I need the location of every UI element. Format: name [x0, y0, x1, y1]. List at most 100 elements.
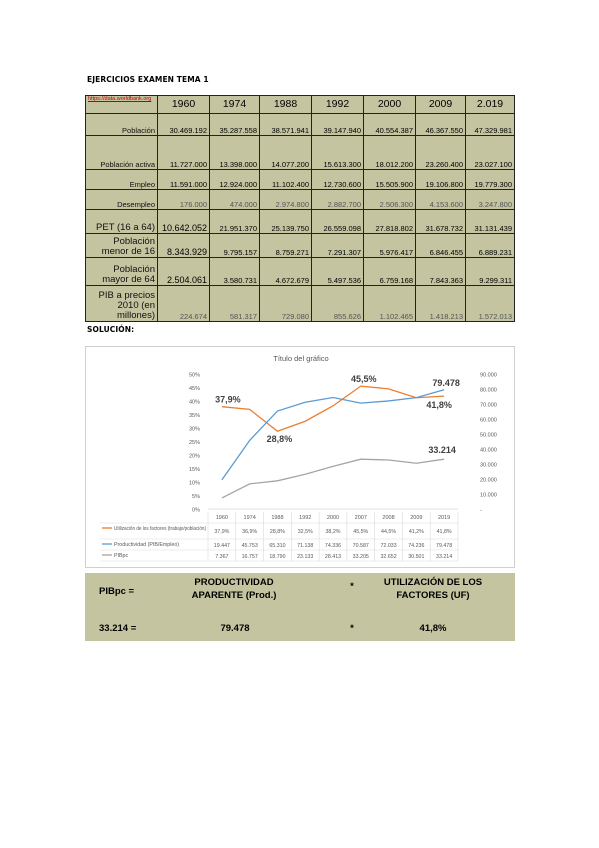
category-label: 2019 [438, 515, 450, 521]
table-cell: 35.287.558 [209, 113, 260, 136]
right-tick-label: 70.000 [480, 403, 497, 409]
formula-operator-2: * [350, 623, 354, 634]
table-value: 38,2% [325, 529, 340, 535]
year-header: 2000 [363, 95, 416, 114]
table-cell: 2.974.800 [259, 189, 312, 210]
table-cell: 19.106.800 [415, 169, 466, 190]
table-row: Población mayor de 64 2.504.061 3.580.731 4… [85, 257, 515, 286]
left-tick-label: 0% [192, 508, 200, 514]
series-line-2 [221, 458, 445, 499]
table-cell: 38.571.941 [259, 113, 312, 136]
category-label: 2007 [355, 515, 367, 521]
right-tick-label: - [480, 508, 482, 514]
formula-box: PIBpc = PRODUCTIVIDAD APARENTE (Prod.) *… [85, 573, 515, 641]
year-header: 1974 [209, 95, 260, 114]
annotation-orange-min: 28,8% [267, 434, 293, 444]
left-tick-label: 25% [189, 440, 200, 446]
table-cell: 6.759.168 [363, 257, 416, 286]
table-cell: 4.153.600 [415, 189, 466, 210]
left-tick-label: 40% [189, 400, 200, 406]
table-value: 45.753 [242, 543, 258, 549]
series-line-1 [221, 389, 445, 481]
table-cell: 4.672.679 [259, 257, 312, 286]
table-value: 37,9% [214, 529, 229, 535]
table-cell: 47.329.981 [465, 113, 515, 136]
row-label: Población activa [85, 135, 158, 170]
category-label: 2000 [327, 515, 339, 521]
line-chart: Título del gráfico 50% 45% 40% 35% 30% 25% 20% 1… [100, 354, 497, 562]
right-tick-label: 80.000 [480, 388, 497, 394]
table-cell: 21.951.370 [209, 209, 260, 234]
table-cell: 11.591.000 [157, 169, 210, 190]
table-value: 33.214 [436, 554, 452, 560]
table-cell: 5.976.417 [363, 233, 416, 258]
table-cell: 729.080 [259, 285, 312, 322]
table-row: Población 30.469.192 35.287.558 38.571.941 3… [85, 113, 515, 136]
table-cell: 10.642.052 [157, 209, 210, 234]
table-cell: 19.779.300 [465, 169, 515, 190]
table-value: 70.587 [353, 543, 369, 549]
row-label: Población [85, 113, 158, 136]
year-header: 1960 [157, 95, 210, 114]
table-cell: 5.497.536 [311, 257, 364, 286]
table-value: 72.033 [380, 543, 396, 549]
category-label: 2008 [382, 515, 394, 521]
table-cell: 26.559.098 [311, 209, 364, 234]
category-label: 1960 [216, 515, 228, 521]
table-cell: 1.102.465 [363, 285, 416, 322]
data-table: https://data.worldbank.org 1960 1974 1988 19… [85, 95, 515, 322]
annotation-orange-first: 37,9% [215, 395, 241, 405]
legend-label: Productividad (PIB/Empleo) [114, 542, 179, 548]
left-tick-label: 10% [189, 481, 200, 487]
left-tick-label: 45% [189, 386, 200, 392]
table-cell: 31.678.732 [415, 209, 466, 234]
table-value: 44,5% [381, 529, 396, 535]
table-cell: 581.317 [209, 285, 260, 322]
table-value: 41,8% [437, 529, 452, 535]
formula-term-utilization: UTILIZACIÓN DE LOS FACTORES (UF) [383, 577, 483, 601]
right-tick-label: 40.000 [480, 448, 497, 454]
table-row: Población menor de 16 8.343.929 9.795.157 8… [85, 233, 515, 258]
row-label: Población mayor de 64 [85, 257, 158, 286]
table-row: PIB a precios 2010 (en millones) 224.674 5… [85, 285, 515, 322]
table-cell: 8.759.271 [259, 233, 312, 258]
table-cell: 27.818.802 [363, 209, 416, 234]
table-value: 18.790 [269, 554, 285, 560]
left-tick-label: 20% [189, 454, 200, 460]
table-cell: 2.504.061 [157, 257, 210, 286]
right-tick-label: 90.000 [480, 373, 497, 379]
source-link[interactable]: https://data.worldbank.org [85, 95, 158, 114]
table-cell: 1.572.013 [465, 285, 515, 322]
left-tick-label: 50% [189, 373, 200, 379]
table-cell: 39.147.940 [311, 113, 364, 136]
annotation-orange-max: 45,5% [351, 374, 377, 384]
table-cell: 855.626 [311, 285, 364, 322]
right-tick-label: 60.000 [480, 418, 497, 424]
formula-lhs: PIBpc = [99, 586, 135, 597]
left-tick-label: 5% [192, 494, 200, 500]
table-value: 23.133 [297, 554, 313, 560]
table-value: 71.138 [297, 543, 313, 549]
table-value: 79.478 [436, 543, 452, 549]
left-tick-label: 30% [189, 427, 200, 433]
chart-frame: Título del gráfico 50% 45% 40% 35% 30% 25% 20% 1… [85, 346, 515, 568]
row-label: PET (16 a 64) [85, 209, 158, 234]
row-label: PIB a precios 2010 (en millones) [85, 285, 158, 322]
table-cell: 18.012.200 [363, 135, 416, 170]
table-value: 74.236 [408, 543, 424, 549]
year-header: 1988 [259, 95, 312, 114]
table-cell: 15.505.900 [363, 169, 416, 190]
row-label: Empleo [85, 169, 158, 190]
right-tick-label: 10.000 [480, 493, 497, 499]
table-cell: 23.027.100 [465, 135, 515, 170]
category-label: 2009 [410, 515, 422, 521]
table-cell: 12.924.000 [209, 169, 260, 190]
formula-productivity-value: 79.478 [220, 623, 250, 634]
formula-term-productivity: PRODUCTIVIDAD APARENTE (Prod.) [191, 577, 277, 601]
table-cell: 25.139.750 [259, 209, 312, 234]
table-cell: 46.367.550 [415, 113, 466, 136]
year-header: 2009 [415, 95, 466, 114]
table-cell: 30.469.192 [157, 113, 210, 136]
right-tick-label: 20.000 [480, 478, 497, 484]
table-value: 41,2% [409, 529, 424, 535]
